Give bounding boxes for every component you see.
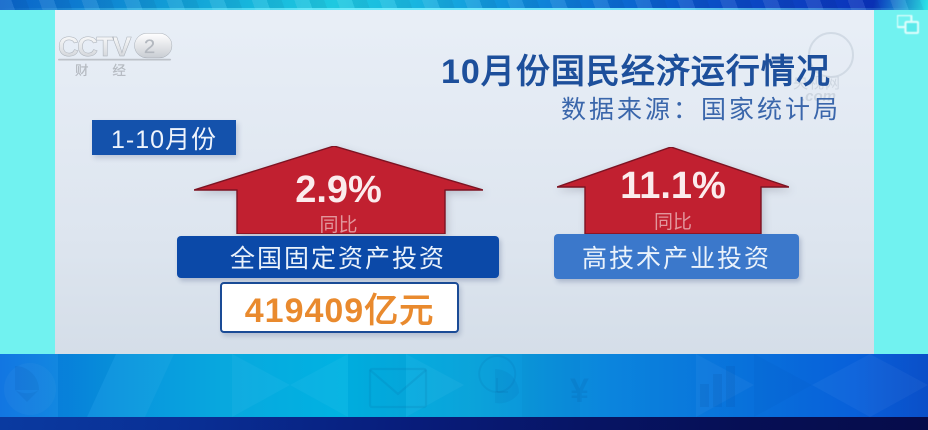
svg-text:CCTV: CCTV	[58, 32, 132, 63]
svg-text:经: 经	[112, 63, 126, 78]
svg-text:财: 财	[75, 63, 89, 78]
svg-text:¥: ¥	[570, 372, 589, 410]
svg-text:2: 2	[144, 36, 155, 58]
